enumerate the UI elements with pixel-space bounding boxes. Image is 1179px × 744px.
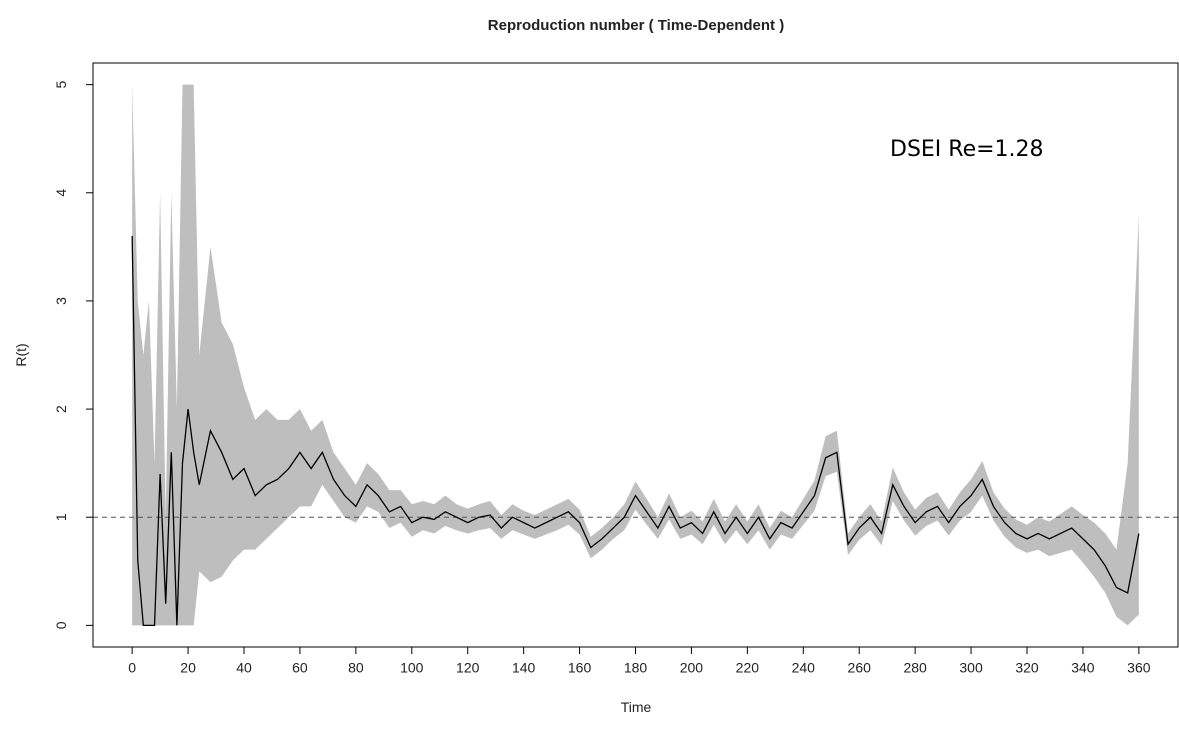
x-tick-label: 80 (348, 660, 364, 676)
confidence-band (132, 84, 1139, 626)
x-tick-label: 360 (1127, 660, 1151, 676)
x-tick-label: 240 (792, 660, 816, 676)
y-tick-label: 0 (53, 621, 69, 629)
y-tick-label: 5 (53, 81, 69, 89)
x-tick-label: 140 (512, 660, 536, 676)
line (131, 236, 1140, 627)
x-tick-label: 20 (180, 660, 196, 676)
x-tick-label: 40 (236, 660, 252, 676)
x-tick-label: 0 (128, 660, 136, 676)
x-tick-label: 260 (848, 660, 872, 676)
chart-title: Reproduction number ( Time-Dependent ) (488, 17, 784, 34)
y-tick-label: 3 (53, 297, 69, 305)
x-axis-label: Time (621, 699, 652, 715)
y-tick-label: 2 (53, 405, 69, 413)
y-tick-label: 4 (53, 189, 69, 197)
annotation: DSEI Re=1.28 (890, 137, 1044, 162)
x-tick-label: 340 (1071, 660, 1095, 676)
x-tick-label: 220 (736, 660, 760, 676)
x-tick-label: 180 (624, 660, 648, 676)
x-tick-label: 60 (292, 660, 308, 676)
x-tick-label: 100 (400, 660, 424, 676)
x-tick-label: 280 (903, 660, 927, 676)
x-tick-label: 320 (1015, 660, 1039, 676)
y-axis-label: R(t) (13, 343, 29, 366)
x-tick-label: 200 (680, 660, 704, 676)
x-tick-label: 160 (568, 660, 592, 676)
y-tick-label: 1 (53, 513, 69, 521)
x-tick-label: 120 (456, 660, 480, 676)
x-tick-label: 300 (959, 660, 983, 676)
